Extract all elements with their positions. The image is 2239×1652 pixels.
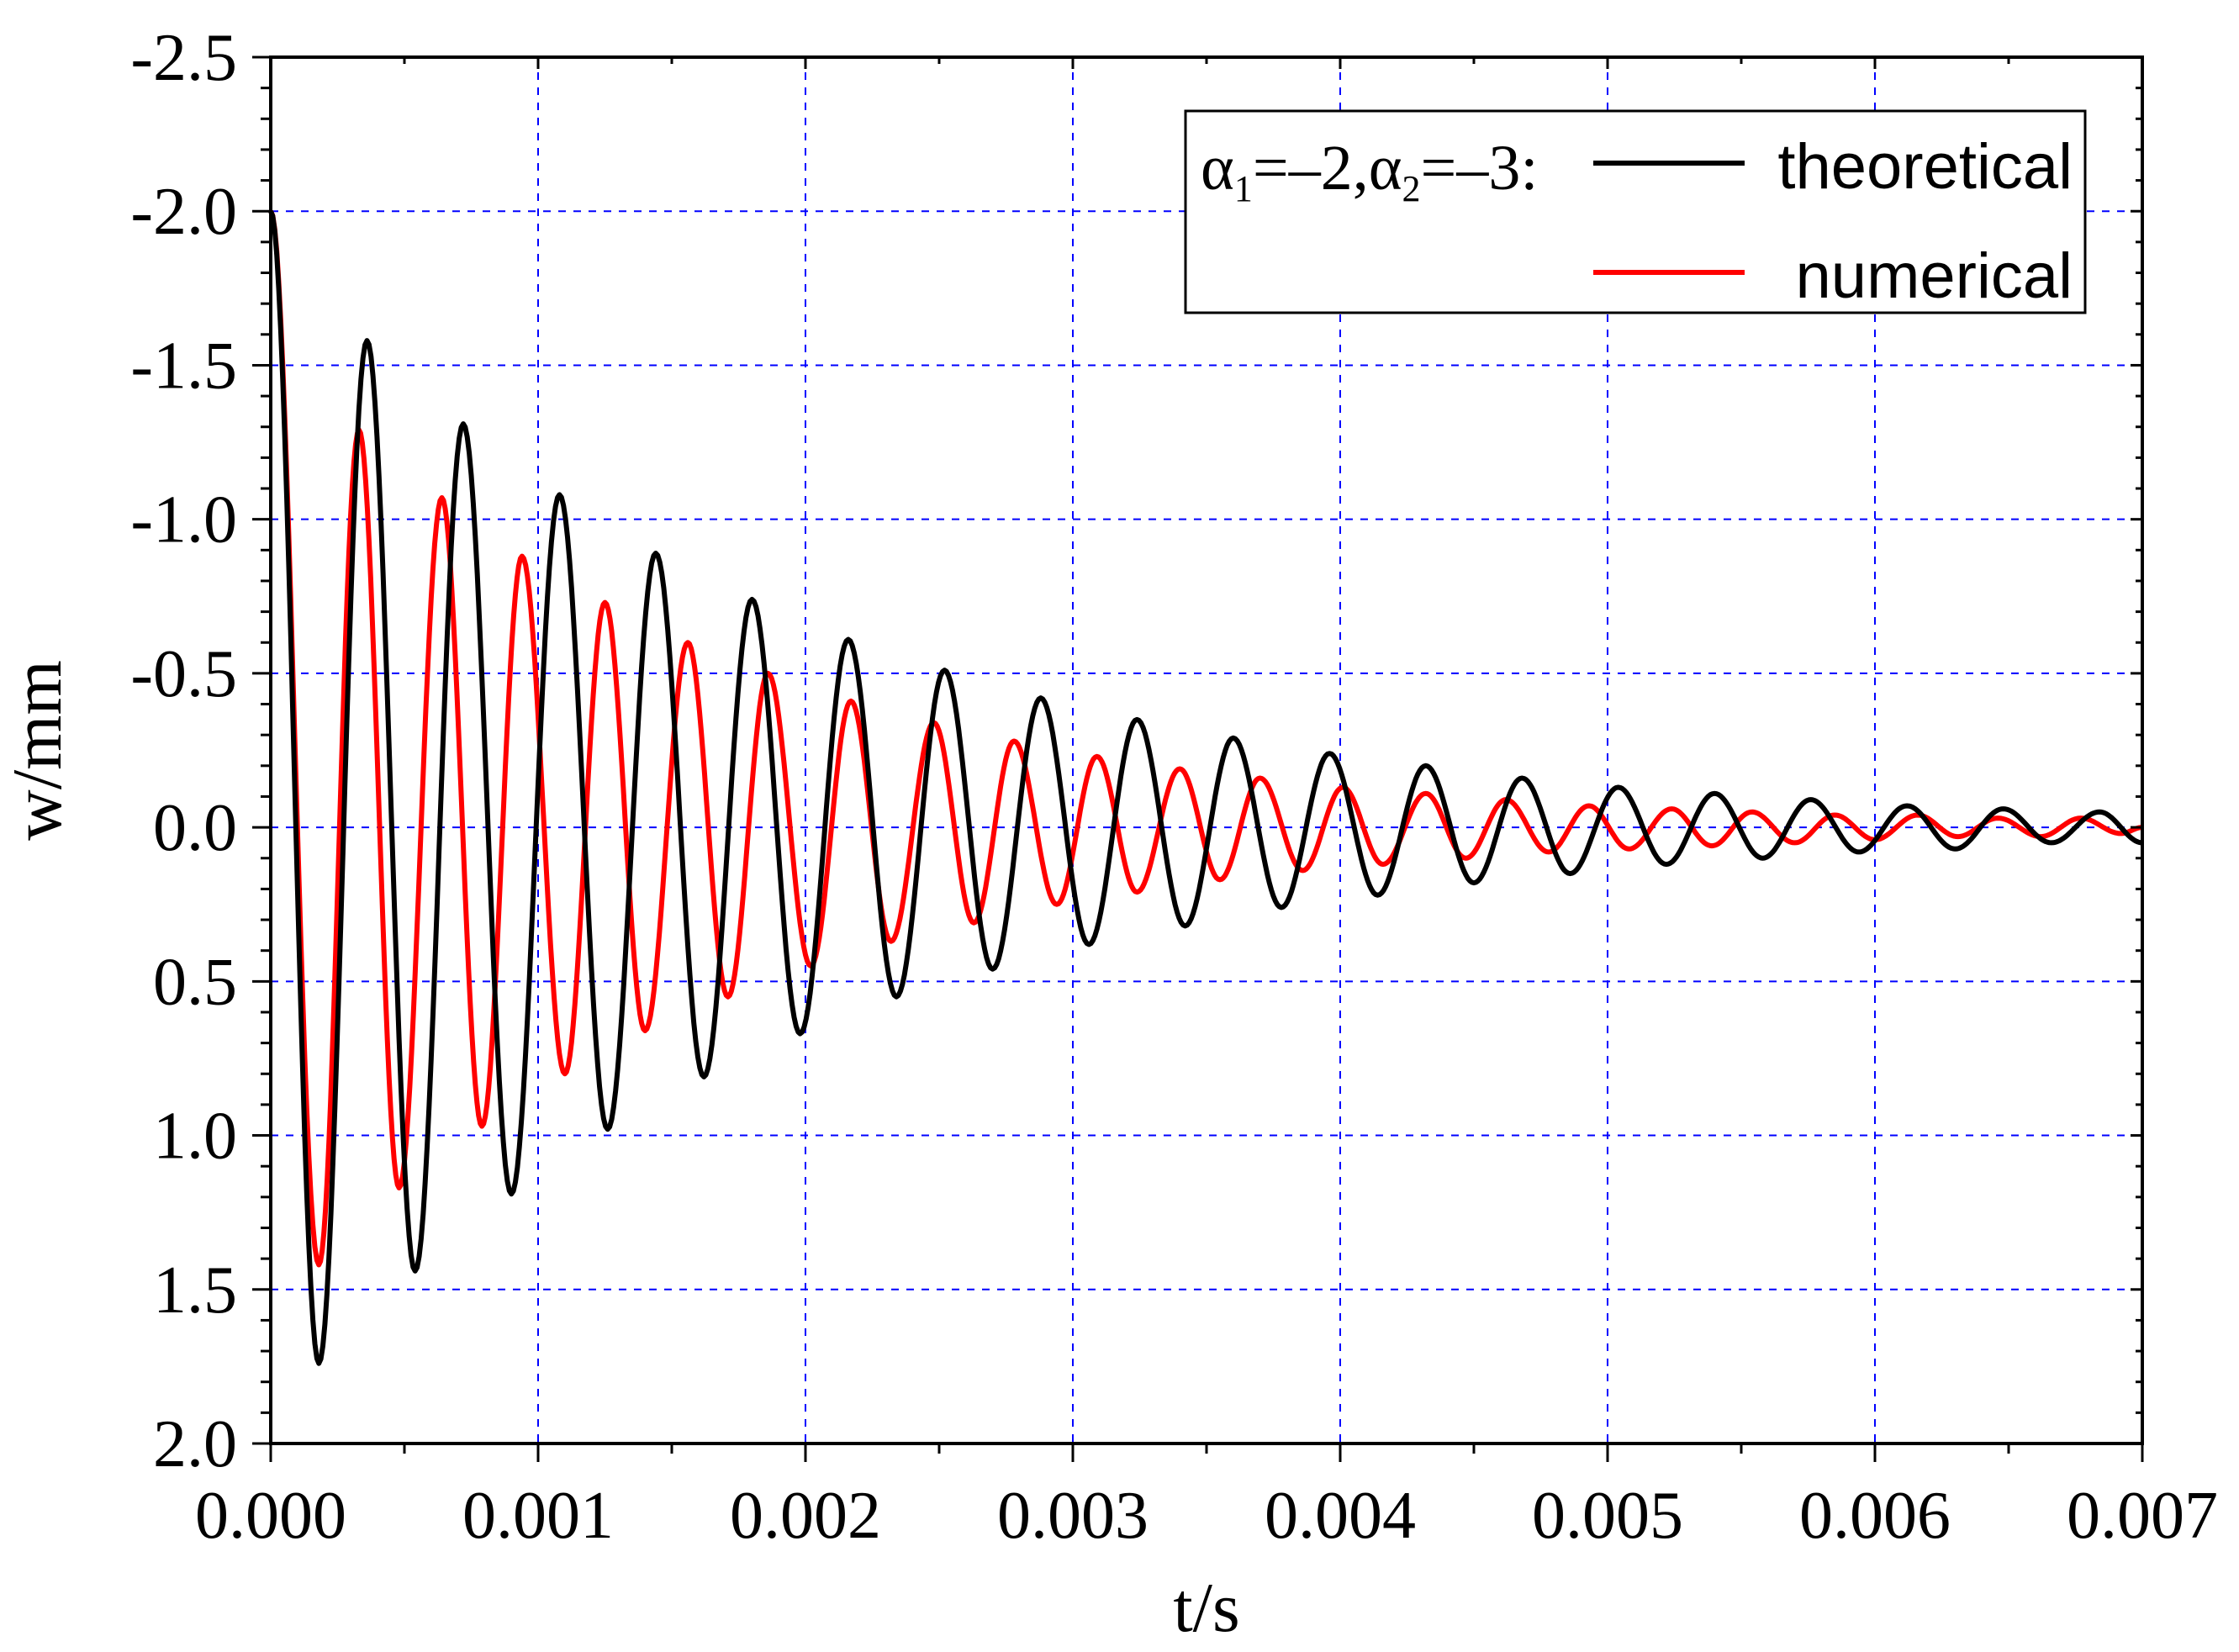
legend-label-theoretical: theoretical — [1777, 131, 2073, 203]
y-tick-label: -2.5 — [130, 21, 237, 95]
y-tick-label: -2.0 — [130, 175, 237, 249]
legend: α1=–2,α2=–3: theoretical numerical — [1184, 109, 2087, 314]
x-tick-label: 0.004 — [1265, 1479, 1416, 1553]
legend-sub-1: 1 — [1234, 168, 1253, 209]
x-tick-label: 0.001 — [462, 1479, 614, 1553]
legend-tail: =–3: — [1421, 133, 1539, 203]
y-tick-label: -0.5 — [130, 637, 237, 711]
y-tick-label: 1.5 — [153, 1254, 237, 1327]
legend-label-numerical: numerical — [1796, 240, 2073, 312]
x-tick-label: 0.006 — [1799, 1479, 1951, 1553]
legend-sub-2: 2 — [1402, 168, 1421, 209]
x-tick-label: 0.000 — [195, 1479, 346, 1553]
plot-lines — [268, 209, 2144, 1366]
y-tick-label: -1.5 — [130, 329, 237, 403]
x-tick-label: 0.007 — [2067, 1479, 2218, 1553]
series-line-numerical — [268, 209, 2144, 1268]
y-tick-label: 0.5 — [153, 945, 237, 1019]
x-tick-label: 0.002 — [730, 1479, 881, 1553]
x-tick-label: 0.003 — [997, 1479, 1149, 1553]
x-tick-labels: 0.000 0.001 0.002 0.003 0.004 0.005 0.006 0.007 — [195, 1479, 2218, 1553]
legend-prefix: α1=–2,α2=–3: — [1201, 133, 1539, 209]
axis-ticks — [252, 55, 2144, 1462]
y-tick-label: 0.0 — [153, 791, 237, 865]
y-tick-label: -1.0 — [130, 483, 237, 557]
series-line-theoretical — [268, 210, 2143, 1366]
x-tick-label: 0.005 — [1532, 1479, 1683, 1553]
y-tick-labels: -2.5 -2.0 -1.5 -1.0 -0.5 0.0 0.5 1.0 1.5 2.0 — [130, 21, 237, 1481]
y-tick-label: 1.0 — [153, 1100, 237, 1174]
y-axis-title: w/mm — [0, 660, 77, 841]
legend-alpha-2: α — [1369, 133, 1402, 203]
legend-alpha-1: α — [1201, 133, 1234, 203]
legend-box — [1184, 109, 2087, 314]
legend-mid: =–2, — [1253, 133, 1369, 203]
x-axis-title: t/s — [1173, 1569, 1239, 1647]
y-tick-label: 2.0 — [153, 1407, 237, 1481]
